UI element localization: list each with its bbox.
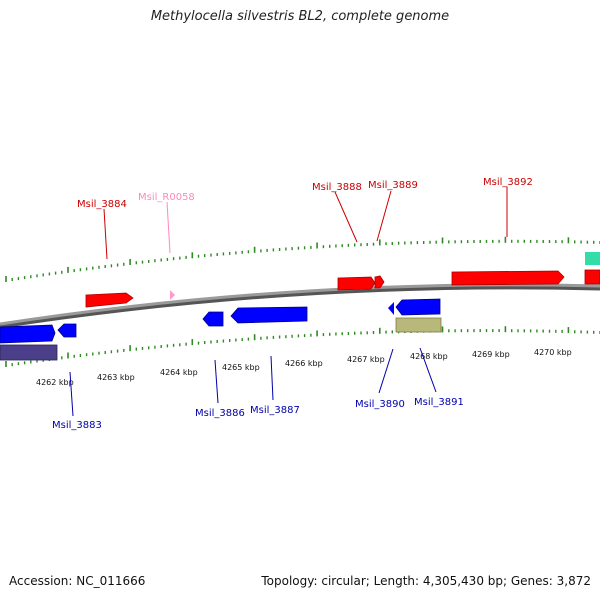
gene-label-msil-3888[interactable]: Msil_3888: [312, 182, 362, 193]
forward-gene-labels: Msil_3884 Msil_R0058 Msil_3888 Msil_3889…: [77, 177, 533, 260]
outer-tick-track: [5, 236, 600, 282]
reverse-strand-features: [0, 298, 442, 361]
genome-title: Methylocella silvestris BL2, complete ge…: [150, 9, 450, 24]
tick-label-4267: 4267 kbp: [347, 355, 385, 364]
gene-msil-3888[interactable]: [337, 276, 376, 291]
gene-label-msil-3892[interactable]: Msil_3892: [483, 177, 533, 188]
tick-label-4264: 4264 kbp: [160, 368, 198, 377]
tick-label-4263: 4263 kbp: [97, 373, 135, 382]
tick-label-4268: 4268 kbp: [410, 352, 448, 361]
accession-label: Accession: NC_011666: [9, 574, 146, 588]
gene-msil-3890[interactable]: [395, 298, 441, 316]
gene-forward-edge[interactable]: [584, 269, 600, 285]
gene-msil-3886[interactable]: [202, 311, 224, 327]
tick-label-4270: 4270 kbp: [534, 348, 572, 357]
reverse-gene-labels: Msil_3883 Msil_3886 Msil_3887 Msil_3890 …: [52, 347, 464, 431]
gene-msil-3884[interactable]: [85, 292, 134, 308]
gene-msil-3892[interactable]: [451, 270, 565, 286]
genome-summary: Topology: circular; Length: 4,305,430 bp…: [261, 574, 591, 588]
tick-label-4269: 4269 kbp: [472, 350, 510, 359]
feature-reverse-other[interactable]: [0, 344, 58, 361]
rna-msil-r0058[interactable]: [170, 290, 175, 300]
gene-label-msil-3883[interactable]: Msil_3883: [52, 420, 102, 431]
forward-strand-features: [85, 252, 600, 308]
tick-labels: 4262 kbp 4263 kbp 4264 kbp 4265 kbp 4266…: [36, 348, 572, 387]
gene-label-msil-3887[interactable]: Msil_3887: [250, 405, 300, 416]
gene-label-msil-3891[interactable]: Msil_3891: [414, 397, 464, 408]
gene-label-msil-3890[interactable]: Msil_3890: [355, 399, 405, 410]
gene-label-msil-r0058[interactable]: Msil_R0058: [138, 192, 195, 203]
gene-msil-3887[interactable]: [230, 306, 308, 324]
tick-label-4265: 4265 kbp: [222, 363, 260, 372]
gene-label-msil-3884[interactable]: Msil_3884: [77, 199, 127, 210]
feature-forward-other[interactable]: [585, 252, 600, 265]
tick-label-4262: 4262 kbp: [36, 378, 74, 387]
gene-msil-3890-small[interactable]: [388, 302, 394, 315]
gene-msil-3883-main[interactable]: [0, 324, 56, 344]
gene-label-msil-3889[interactable]: Msil_3889: [368, 180, 418, 191]
gene-label-msil-3886[interactable]: Msil_3886: [195, 408, 245, 419]
gene-msil-3883-small[interactable]: [57, 323, 77, 338]
tick-label-4266: 4266 kbp: [285, 359, 323, 368]
genome-backbone: [0, 283, 600, 329]
feature-msil-3891[interactable]: [395, 317, 442, 333]
gene-msil-3889[interactable]: [374, 275, 385, 289]
